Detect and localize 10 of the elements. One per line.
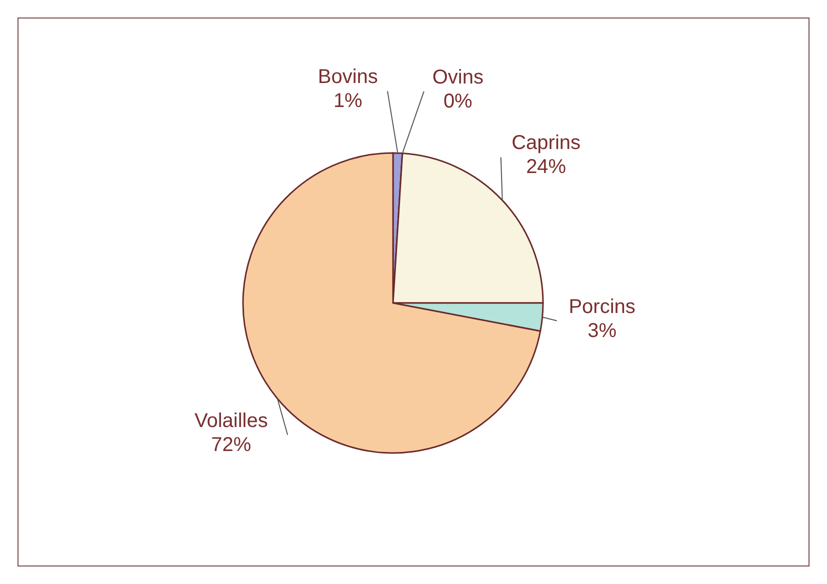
slice-label: Volailles [194, 410, 268, 432]
category-label: Ovins [432, 66, 484, 88]
slice-label: Caprins [512, 132, 581, 154]
data-label: 72% [211, 434, 252, 456]
slice-label: Bovins [318, 66, 378, 88]
data-label: 3% [588, 320, 617, 342]
slice-label: Porcins [568, 296, 636, 318]
text: 0% [443, 90, 472, 112]
data-label: 1% [333, 90, 363, 112]
data-label: 24% [526, 156, 566, 178]
